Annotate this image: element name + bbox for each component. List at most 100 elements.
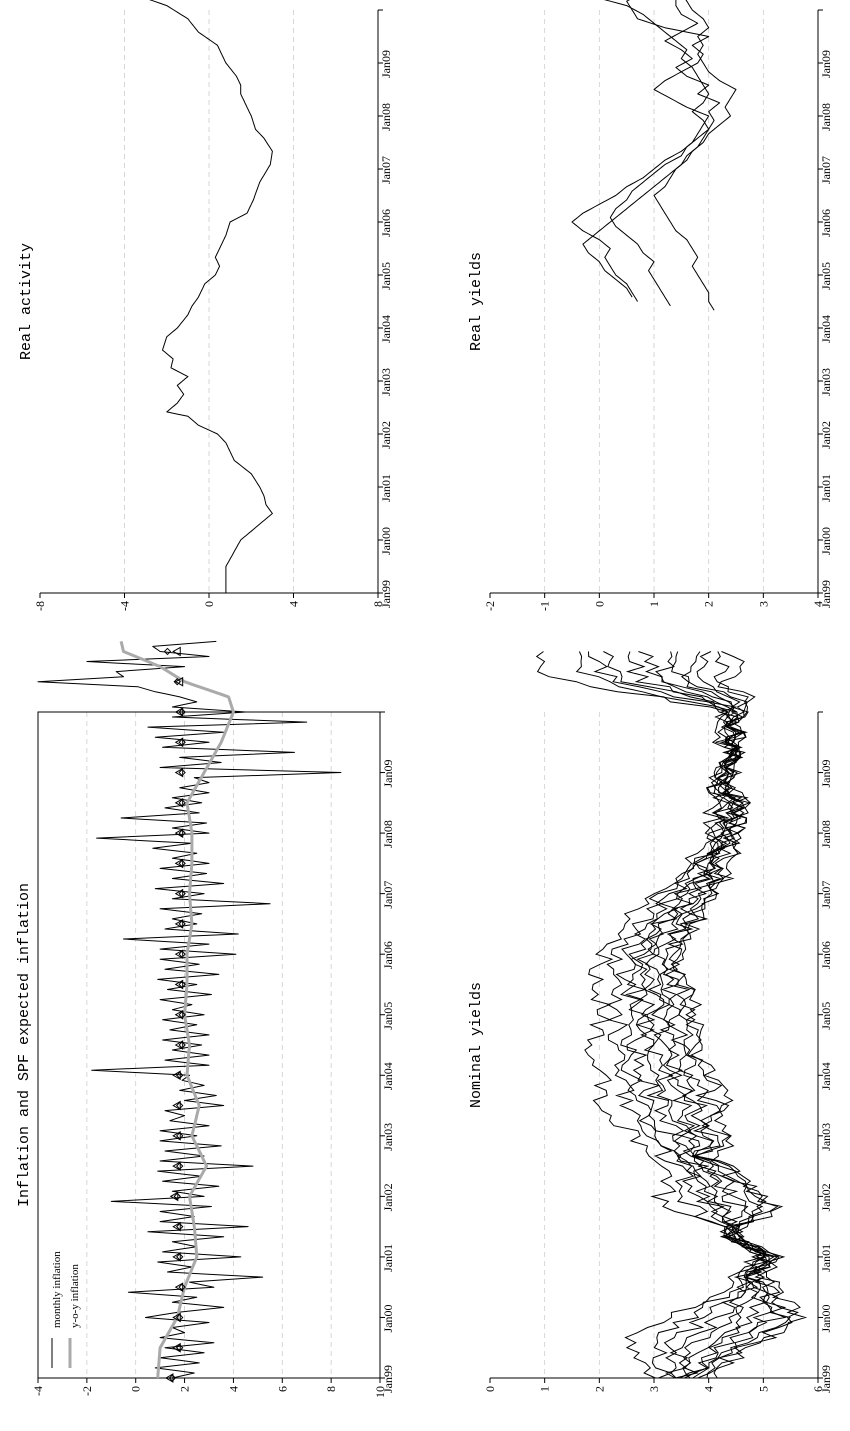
spf-triangle-marker [174, 949, 184, 960]
x-tick-label: Jan02 [381, 1183, 395, 1211]
spf-diamond-marker [173, 1192, 181, 1201]
series-line-1 [609, 0, 721, 307]
y-tick-label: 8 [371, 601, 385, 607]
chart-title: Real yields [468, 252, 485, 351]
y-tick-label: 4 [702, 1386, 716, 1392]
x-tick-label: Jan05 [381, 1002, 395, 1030]
spf-triangle-marker [172, 1342, 181, 1353]
y-tick-label: 2 [178, 1386, 192, 1392]
yield-maturity-line-7 [653, 651, 780, 1379]
x-tick-label: Jan03 [819, 368, 833, 396]
series-line-0 [149, 0, 273, 593]
spf-triangle-marker [172, 1252, 181, 1262]
spf-triangle-marker [174, 1040, 184, 1050]
spf-diamond-marker [178, 708, 186, 716]
y-tick-label: -1 [538, 601, 552, 611]
y-tick-label: 0 [202, 601, 216, 607]
spf-triangle-marker [172, 1161, 181, 1171]
spf-diamond-marker [178, 920, 186, 928]
x-tick-label: Jan05 [379, 262, 393, 290]
spf-triangle-marker [174, 1282, 184, 1293]
x-tick-label: Jan09 [381, 760, 395, 788]
y-tick-label: 2 [592, 1386, 606, 1392]
spf-diamond-marker [175, 1253, 184, 1261]
spf-triangle-marker [174, 707, 184, 717]
y-tick-label: 4 [811, 601, 825, 607]
chart-panel-1: 8 4 0 -4 -8 Jan99 Jan00 Jan01 Jan02 Jan03 Jan04 Jan… [18, 0, 393, 611]
y-tick-label: 3 [647, 1386, 661, 1392]
yield-maturity-line-6 [644, 651, 768, 1379]
spf-diamond-marker [175, 1313, 184, 1322]
chart-title: Nominal yields [468, 982, 485, 1108]
spf-triangle-marker [174, 737, 184, 748]
x-tick-label: Jan04 [819, 315, 833, 343]
x-tick-label: Jan04 [379, 315, 393, 343]
series-line-1 [119, 641, 235, 1379]
y-tick-label: -8 [33, 601, 47, 611]
x-tick-label: Jan09 [819, 50, 833, 78]
spf-triangle-marker [174, 797, 184, 808]
y-tick-label: 4 [287, 601, 301, 607]
spf-triangle-marker [172, 1100, 181, 1111]
x-tick-label: Jan03 [819, 1123, 833, 1151]
spf-diamond-marker [178, 768, 186, 777]
y-tick-label: 10 [373, 1386, 387, 1398]
spf-diamond-marker [175, 1162, 184, 1170]
y-tick-label: 3 [756, 601, 770, 607]
spf-diamond-marker [175, 1132, 184, 1140]
x-tick-label: Jan01 [381, 1244, 395, 1272]
spf-diamond-marker [173, 678, 181, 686]
spf-diamond-marker [178, 980, 186, 989]
spf-diamond-marker [178, 1011, 186, 1019]
x-tick-label: Jan01 [819, 1244, 833, 1272]
spf-triangle-marker [174, 767, 184, 778]
x-tick-label: Jan99 [819, 580, 833, 608]
x-tick-label: Jan08 [819, 103, 833, 131]
y-tick-label: -2 [80, 1386, 94, 1396]
x-tick-label: Jan05 [819, 1002, 833, 1030]
chart-panel-3: 4 3 2 1 0 -1 -2 Jan99 Jan00 Jan01 Jan02 Jan03 Jan04 J… [468, 0, 833, 611]
spf-diamond-marker [178, 1041, 186, 1049]
plot-frame [37, 711, 381, 1379]
x-tick-label: Jan07 [379, 156, 393, 184]
spf-diamond-marker [178, 738, 186, 746]
spf-triangle-marker [164, 1373, 174, 1383]
y-tick-label: 5 [756, 1386, 770, 1392]
series-line-0 [37, 640, 342, 1379]
spf-triangle-marker [174, 919, 184, 929]
spf-diamond-marker [178, 1283, 186, 1291]
x-tick-label: Jan05 [819, 262, 833, 290]
x-tick-label: Jan07 [819, 881, 833, 909]
x-tick-label: Jan06 [381, 941, 395, 969]
x-tick-label: Jan08 [819, 820, 833, 848]
x-tick-label: Jan02 [819, 421, 833, 449]
y-tick-label: 6 [811, 1386, 825, 1392]
spf-triangle-marker [172, 1130, 181, 1141]
spf-triangle-marker [174, 888, 184, 899]
x-tick-label: Jan99 [381, 1365, 395, 1393]
x-tick-label: Jan00 [379, 527, 393, 555]
y-tick-label: 6 [275, 1386, 289, 1392]
x-tick-label: Jan07 [819, 156, 833, 184]
x-tick-label: Jan03 [381, 1123, 395, 1151]
x-tick-label: Jan04 [381, 1062, 395, 1090]
series-line-3 [582, 0, 710, 298]
x-tick-label: Jan04 [819, 1062, 833, 1090]
spf-diamond-marker [178, 799, 186, 807]
x-tick-label: Jan06 [379, 209, 393, 237]
y-tick-label: 8 [324, 1386, 338, 1392]
x-tick-label: Jan06 [819, 941, 833, 969]
yield-maturity-line-2 [588, 651, 768, 1379]
yield-maturity-line-10 [668, 651, 800, 1379]
x-tick-label: Jan08 [379, 103, 393, 131]
spf-diamond-marker [178, 829, 186, 837]
spf-diamond-marker [175, 1222, 184, 1231]
spf-triangle-marker [172, 1312, 181, 1323]
x-tick-label: Jan07 [381, 881, 395, 909]
x-tick-label: Jan02 [379, 421, 393, 449]
x-tick-label: Jan00 [819, 527, 833, 555]
spf-diamond-marker [178, 950, 186, 958]
chart-title: Inflation and SPF expected inflation [16, 883, 33, 1207]
spf-diamond-marker [175, 1344, 184, 1352]
